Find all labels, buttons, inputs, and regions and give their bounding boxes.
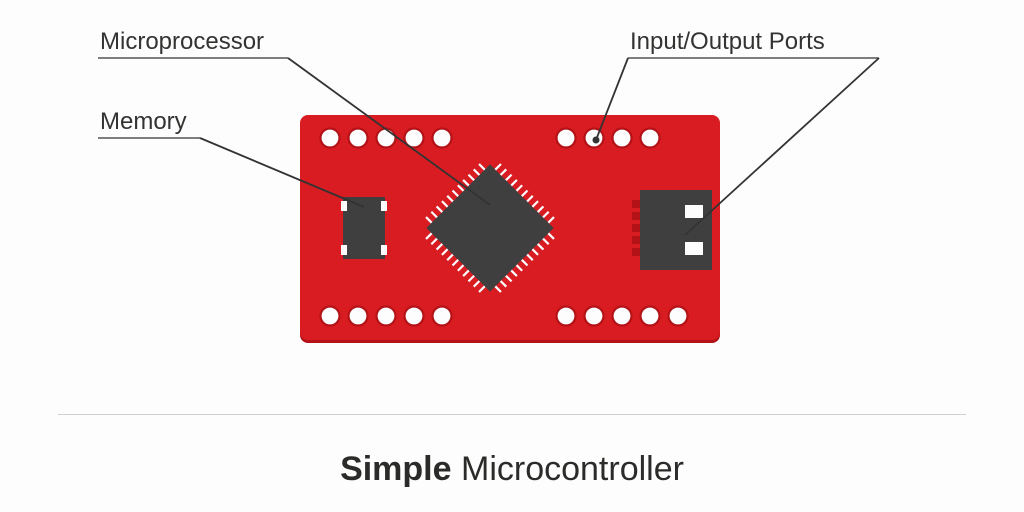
pin-hole xyxy=(405,307,424,326)
pin-hole xyxy=(557,307,576,326)
pin-hole xyxy=(557,129,576,148)
diagram-svg xyxy=(0,0,1024,512)
divider-line xyxy=(58,414,966,415)
pin-hole xyxy=(377,307,396,326)
title-rest: Microcontroller xyxy=(452,450,684,488)
title-bold: Simple xyxy=(340,450,451,488)
pin-hole xyxy=(321,307,340,326)
pin-hole xyxy=(433,307,452,326)
pin-hole xyxy=(433,129,452,148)
label-microprocessor: Microprocessor xyxy=(100,28,264,56)
pin-hole xyxy=(669,307,688,326)
pin-hole xyxy=(377,129,396,148)
pin-hole xyxy=(321,129,340,148)
label-io-ports: Input/Output Ports xyxy=(630,28,825,56)
diagram-title: Simple Microcontroller xyxy=(0,450,1024,489)
pin-hole xyxy=(349,129,368,148)
pin-hole xyxy=(349,307,368,326)
io-connector xyxy=(632,190,712,270)
pin-hole xyxy=(613,307,632,326)
pin-hole xyxy=(613,129,632,148)
diagram-stage: Microprocessor Input/Output Ports Memory… xyxy=(0,0,1024,512)
label-memory: Memory xyxy=(100,108,187,136)
pin-hole xyxy=(641,307,660,326)
pin-hole xyxy=(641,129,660,148)
pin-hole xyxy=(585,307,604,326)
